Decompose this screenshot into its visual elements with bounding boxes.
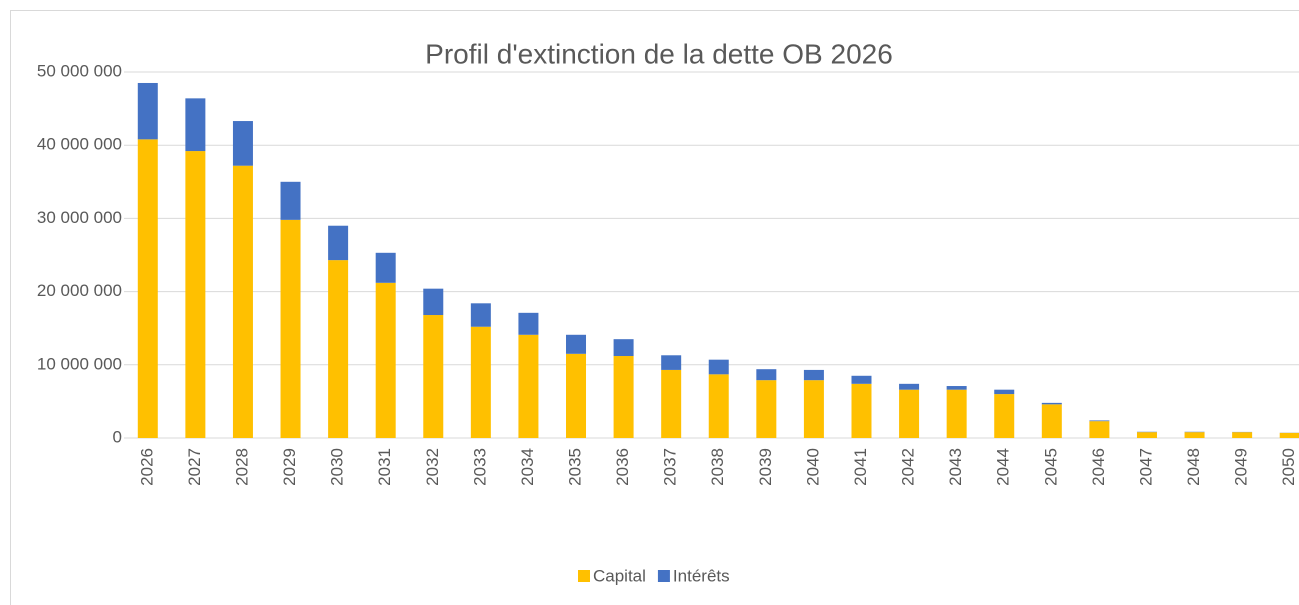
bar-segment bbox=[613, 339, 634, 357]
y-tick-label: 30 000 000 bbox=[37, 208, 122, 227]
y-tick-label: 10 000 000 bbox=[37, 354, 122, 373]
bar-segment bbox=[899, 389, 920, 438]
bar-segment bbox=[946, 386, 967, 390]
bar-segment bbox=[280, 181, 301, 220]
bar-segment bbox=[1041, 402, 1062, 405]
bar-segment bbox=[708, 374, 729, 438]
x-tick-label: 2037 bbox=[661, 448, 680, 486]
chart-title: Profil d'extinction de la dette OB 2026 bbox=[425, 38, 893, 69]
x-tick-label: 2042 bbox=[899, 448, 918, 486]
x-tick-label: 2033 bbox=[470, 448, 489, 486]
bar-segment bbox=[566, 353, 587, 438]
x-tick-label: 2029 bbox=[280, 448, 299, 486]
bar-segment bbox=[328, 225, 349, 261]
bar-segment bbox=[280, 219, 301, 438]
bar-segment bbox=[328, 260, 349, 438]
x-tick-label: 2032 bbox=[423, 448, 442, 486]
bar-segment bbox=[1089, 421, 1110, 438]
bar-segment bbox=[1279, 432, 1299, 438]
x-tick-label: 2041 bbox=[851, 448, 870, 486]
x-tick-label: 2049 bbox=[1232, 448, 1251, 486]
x-tick-label: 2031 bbox=[375, 448, 394, 486]
bar-segment bbox=[566, 334, 587, 354]
bar-segment bbox=[1136, 432, 1157, 438]
x-tick-label: 2028 bbox=[232, 448, 251, 486]
x-tick-label: 2047 bbox=[1136, 448, 1155, 486]
bar-segment bbox=[756, 380, 777, 438]
legend-swatch bbox=[578, 570, 590, 582]
x-tick-label: 2026 bbox=[137, 448, 156, 486]
bar-segment bbox=[803, 380, 824, 438]
y-tick-label: 40 000 000 bbox=[37, 135, 122, 154]
bar-segment bbox=[375, 282, 396, 438]
x-tick-label: 2034 bbox=[518, 448, 537, 486]
bar-segment bbox=[137, 139, 158, 438]
bar-segment bbox=[994, 389, 1015, 395]
x-tick-label: 2039 bbox=[756, 448, 775, 486]
bar-segment bbox=[1089, 420, 1110, 422]
x-tick-label: 2038 bbox=[708, 448, 727, 486]
x-tick-label: 2043 bbox=[946, 448, 965, 486]
bar-segment bbox=[803, 369, 824, 381]
bar-segment bbox=[994, 394, 1015, 438]
legend-label: Capital bbox=[593, 566, 646, 585]
bar-segment bbox=[899, 383, 920, 390]
chart-frame bbox=[10, 10, 1299, 605]
bar-segment bbox=[851, 375, 872, 384]
bar-segment bbox=[1184, 432, 1205, 438]
y-tick-label: 50 000 000 bbox=[37, 61, 122, 80]
x-tick-label: 2046 bbox=[1089, 448, 1108, 486]
y-tick-label: 20 000 000 bbox=[37, 281, 122, 300]
bar-segment bbox=[756, 369, 777, 381]
bar-segment bbox=[661, 369, 682, 438]
x-tick-label: 2048 bbox=[1184, 448, 1203, 486]
bar-segment bbox=[1041, 404, 1062, 438]
bar-segment bbox=[851, 383, 872, 438]
x-tick-label: 2035 bbox=[565, 448, 584, 486]
legend-swatch bbox=[657, 570, 670, 582]
x-tick-label: 2040 bbox=[803, 448, 822, 486]
bar-segment bbox=[423, 288, 444, 316]
x-tick-label: 2044 bbox=[994, 448, 1013, 486]
bar-segment bbox=[137, 82, 158, 140]
bar-segment bbox=[232, 121, 253, 166]
bar-segment bbox=[1232, 432, 1253, 438]
bar-segment bbox=[661, 355, 682, 370]
legend-label: Intérêts bbox=[673, 566, 730, 585]
x-tick-label: 2050 bbox=[1279, 448, 1298, 486]
bar-segment bbox=[946, 389, 967, 438]
bar-segment bbox=[375, 252, 396, 283]
bar-segment bbox=[708, 359, 729, 375]
bar-segment bbox=[423, 315, 444, 438]
bar-segment bbox=[518, 312, 539, 335]
x-tick-label: 2045 bbox=[1041, 448, 1060, 486]
x-tick-label: 2027 bbox=[185, 448, 204, 486]
bar-segment bbox=[470, 326, 491, 438]
y-tick-label: 0 bbox=[113, 427, 122, 446]
bar-segment bbox=[232, 165, 253, 439]
x-tick-label: 2030 bbox=[328, 448, 347, 486]
bar-segment bbox=[185, 98, 206, 152]
bar-segment bbox=[185, 151, 206, 438]
bar-segment bbox=[470, 303, 491, 327]
bar-segment bbox=[518, 334, 539, 438]
bar-segment bbox=[613, 356, 634, 438]
x-tick-label: 2036 bbox=[613, 448, 632, 486]
